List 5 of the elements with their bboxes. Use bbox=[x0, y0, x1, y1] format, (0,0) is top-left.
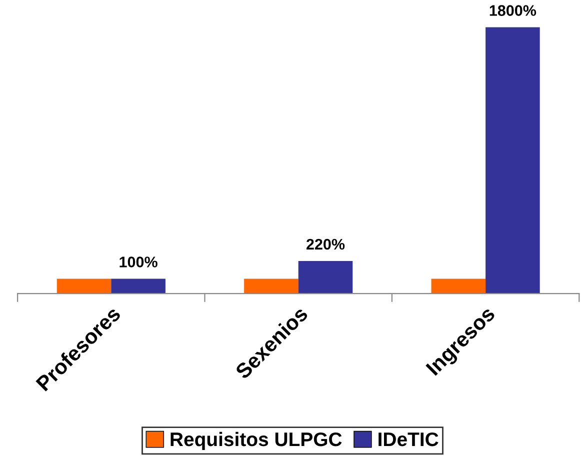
data-label: 1800% bbox=[490, 5, 536, 16]
legend-label: Requisitos ULPGC bbox=[170, 432, 342, 450]
data-label: 100% bbox=[120, 256, 158, 268]
legend-label: IDeTIC bbox=[378, 432, 438, 446]
data-label: 220% bbox=[306, 238, 345, 250]
